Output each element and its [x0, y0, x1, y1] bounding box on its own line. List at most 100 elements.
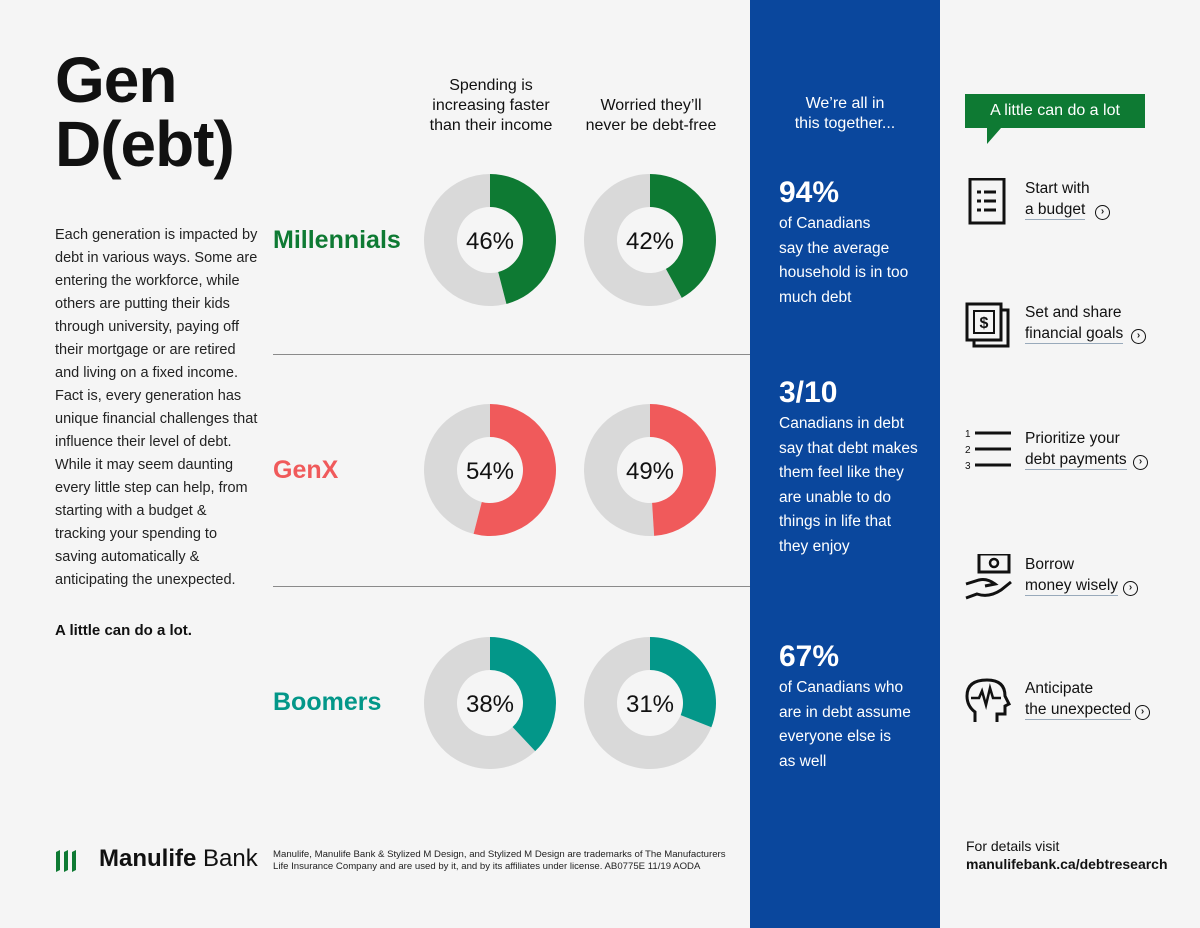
numbered-list-icon: 1 2 3 [965, 428, 1013, 480]
tip-line-2: the unexpected [1025, 701, 1132, 720]
tip-line-1: Borrow [1025, 556, 1075, 573]
generation-label-millennials: Millennials [273, 226, 401, 254]
chevron-right-icon[interactable]: › [1095, 205, 1110, 220]
donut-value-label: 54% [466, 458, 514, 485]
chevron-right-icon[interactable]: › [1135, 705, 1150, 720]
donut-value-label: 49% [626, 458, 674, 485]
tip-financial-goals[interactable]: $ Set and share financial goals › [965, 302, 1185, 362]
stat-description: of Canadians who are in debt assume ever… [779, 676, 929, 774]
donut-remainder [424, 637, 536, 769]
tip-label[interactable]: Set and share financial goals [1025, 302, 1124, 344]
stat-block: 67% of Canadians who are in debt assume … [779, 640, 929, 774]
list-number: 1 [965, 429, 971, 440]
stats-heading-line: this together... [794, 115, 896, 132]
dollar-sign: $ [980, 315, 989, 332]
list-number: 3 [965, 461, 971, 472]
donut-slice [490, 174, 556, 304]
stats-heading-line: We’re all in [805, 95, 885, 112]
tip-borrow-wisely[interactable]: Borrow money wisely › [965, 552, 1185, 614]
manulife-logo-icon [56, 850, 76, 872]
donut-slice [473, 404, 556, 536]
tip-line-2: a budget [1025, 201, 1086, 220]
row-divider [273, 354, 750, 355]
row-divider [273, 586, 750, 587]
donut-value-label: 38% [466, 691, 514, 718]
donut-remainder [584, 174, 682, 306]
stat-description: of Canadians say the average household i… [779, 212, 929, 310]
stat-line: are unable to do [779, 488, 892, 506]
donut-remainder [584, 637, 712, 770]
money-stack-icon: $ [965, 302, 1013, 354]
generation-label-genx: GenX [273, 456, 339, 484]
tip-line-2: money wisely [1025, 577, 1119, 596]
details-link[interactable]: manulifebank.ca/debtresearch [966, 856, 1168, 872]
column-heading-worried: Worried they’ll never be debt-free [571, 96, 731, 136]
stat-line: household is in too [779, 264, 909, 281]
donut-charts: 46% 42% 54% 49% 38% 31% [423, 174, 716, 770]
column-heading-line: increasing faster [432, 97, 550, 114]
tip-line-2: financial goals [1025, 325, 1124, 344]
stat-value: 67% [779, 640, 840, 673]
donut-value-label: 42% [626, 228, 674, 255]
stat-line: of Canadians who [779, 679, 904, 696]
tip-label[interactable]: Borrow money wisely [1025, 554, 1119, 596]
speech-tail [987, 128, 1001, 144]
budget-icon [965, 177, 1013, 230]
donut-slice [650, 174, 716, 298]
donut-boomers-1: 38% [424, 637, 556, 769]
donut-remainder [423, 404, 490, 534]
tip-anticipate-unexpected[interactable]: Anticipate the unexpected › [965, 678, 1185, 738]
tip-label[interactable]: Start with a budget [1025, 178, 1090, 220]
head-pulse-icon [965, 678, 1013, 730]
title-line-1: Gen [55, 44, 177, 116]
legal-disclaimer: Manulife, Manulife Bank & Stylized M Des… [273, 849, 726, 872]
donut-value-label: 31% [626, 691, 674, 718]
stat-value: 94% [779, 176, 840, 209]
tips-heading: A little can do a lot [965, 94, 1145, 128]
column-heading-line: than their income [429, 117, 553, 134]
stat-value: 3/10 [779, 376, 838, 409]
tip-line-1: Anticipate [1025, 680, 1094, 697]
title-line-2: D(ebt) [55, 108, 235, 180]
donut-remainder [583, 404, 655, 536]
stats-panel-heading: We’re all in this together... [750, 94, 940, 134]
donut-slice [650, 637, 716, 728]
stat-line: they enjoy [779, 537, 850, 555]
chevron-right-icon[interactable]: › [1123, 581, 1138, 596]
tip-label[interactable]: Anticipate the unexpected [1025, 678, 1132, 720]
stat-line: say that debt makes [779, 439, 918, 457]
donut-genx-1: 54% [423, 404, 556, 536]
donut-millennials-2: 42% [584, 174, 716, 306]
tip-label[interactable]: Prioritize your debt payments [1025, 428, 1127, 470]
tip-line-1: Prioritize your [1025, 430, 1120, 447]
stat-description: Canadians in debt say that debt makes th… [779, 412, 929, 559]
page-title: Gen D(ebt) [55, 44, 235, 180]
tip-start-budget[interactable]: Start with a budget › [965, 177, 1185, 238]
generation-label-boomers: Boomers [273, 688, 382, 716]
stat-block: 94% of Canadians say the average househo… [779, 176, 929, 310]
column-heading-line: Spending is [449, 77, 533, 94]
column-heading-line: Worried they’ll [600, 97, 702, 114]
brand-name-bold: Manulife [99, 845, 197, 872]
stat-line: them feel like they [779, 464, 904, 481]
hand-money-icon [965, 552, 1013, 606]
list-number: 2 [965, 445, 971, 456]
stat-block: 3/10 Canadians in debt say that debt mak… [779, 376, 929, 559]
donut-value-label: 46% [466, 228, 514, 255]
stats-panel: We’re all in this together... 94% of Can… [750, 0, 940, 928]
donut-boomers-2: 31% [584, 637, 716, 770]
tip-line-1: Start with [1025, 180, 1090, 197]
donut-slice [650, 404, 716, 536]
brand-name: Manulife Bank [99, 845, 258, 873]
tagline: A little can do a lot. [55, 622, 192, 639]
stat-line: much debt [779, 288, 852, 306]
donut-genx-2: 49% [583, 404, 716, 536]
intro-paragraph: Each generation is impacted by debt in v… [55, 227, 258, 588]
column-heading-line: never be debt-free [585, 117, 717, 134]
stat-line: as well [779, 752, 827, 770]
stat-line: are in debt assume [779, 703, 911, 721]
tip-line-2: debt payments [1025, 451, 1127, 470]
chevron-right-icon[interactable]: › [1133, 455, 1148, 470]
chevron-right-icon[interactable]: › [1131, 329, 1146, 344]
tip-prioritize-payments[interactable]: 1 2 3 Prioritize your debt payments › [965, 428, 1185, 488]
